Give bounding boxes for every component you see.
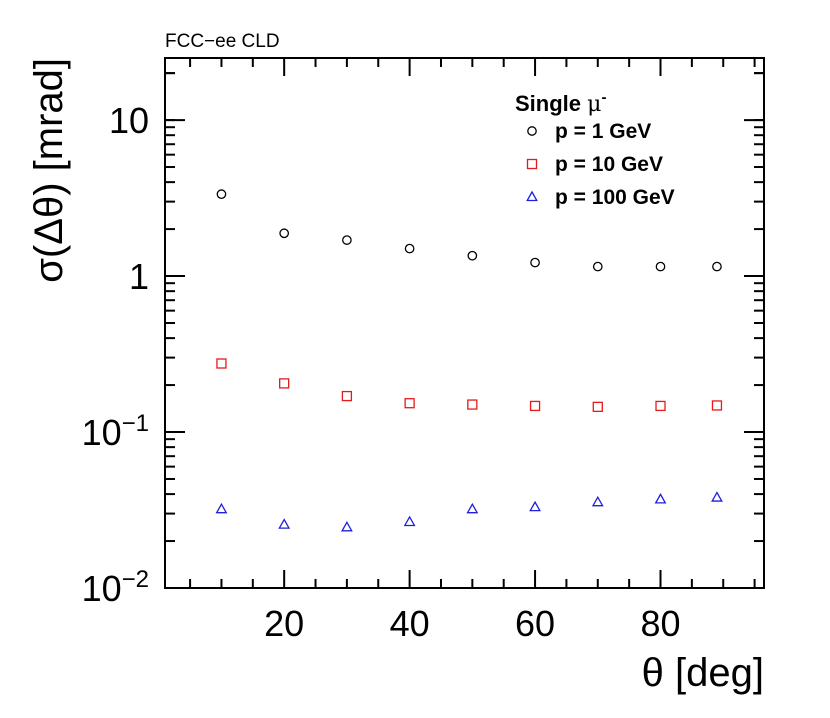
legend-marker-circle xyxy=(527,126,537,136)
legend-entry-label: p = 1 GeV xyxy=(555,120,651,143)
legend-entry-label: p = 100 GeV xyxy=(555,186,675,209)
data-point-square xyxy=(529,400,541,412)
y-tick-label: 1 xyxy=(129,256,149,297)
y-tick-label-exponent: −1 xyxy=(122,410,149,437)
data-point-triangle xyxy=(278,518,291,529)
legend-title: Single μ- xyxy=(515,89,606,117)
y-tick-label-base: 1 xyxy=(129,256,149,297)
data-point-triangle xyxy=(529,500,541,512)
legend: Single μ- p = 1 GeV p = 10 GeV p = 100 GeV xyxy=(515,89,675,209)
x-tick-label: 60 xyxy=(515,603,555,644)
data-point-square xyxy=(341,390,353,402)
data-point-square xyxy=(711,400,723,411)
legend-title-text: Single xyxy=(515,91,587,116)
axis-ticks xyxy=(165,58,764,589)
data-point-triangle xyxy=(466,502,479,514)
data-markers xyxy=(215,189,723,532)
data-point-square xyxy=(655,400,666,412)
x-axis-title: θ [deg] xyxy=(642,651,764,695)
x-tick-label: 40 xyxy=(390,603,430,644)
x-tick-label: 80 xyxy=(640,603,680,644)
x-tick-label: 20 xyxy=(264,603,304,644)
y-tick-label: 10−2 xyxy=(82,566,149,609)
data-point-square xyxy=(216,358,227,369)
y-axis-title: σ(Δθ) [mrad] xyxy=(27,58,71,283)
y-tick-label-exponent: −2 xyxy=(122,566,149,593)
y-tick-label: 10 xyxy=(109,100,149,141)
legend-title-charge: - xyxy=(601,89,606,106)
data-point-square xyxy=(279,378,290,389)
legend-marker-square xyxy=(526,158,538,170)
data-point-square xyxy=(467,399,478,410)
y-tick-label-base: 10 xyxy=(82,412,122,453)
data-point-circle xyxy=(216,189,227,200)
data-point-circle xyxy=(712,261,722,272)
data-point-triangle xyxy=(654,493,667,504)
y-tick-label-base: 10 xyxy=(82,568,122,609)
legend-marker-triangle xyxy=(526,190,538,202)
data-point-circle xyxy=(592,261,603,272)
data-point-triangle xyxy=(591,495,604,507)
data-point-circle xyxy=(342,235,352,245)
data-point-triangle xyxy=(215,502,228,514)
data-point-triangle xyxy=(403,515,416,527)
y-tick-label: 10−1 xyxy=(82,410,149,453)
plot-frame xyxy=(164,57,765,589)
data-point-circle xyxy=(404,243,415,254)
data-point-square xyxy=(404,398,415,409)
y-tick-label-base: 10 xyxy=(109,100,149,141)
legend-entry-label: p = 10 GeV xyxy=(555,153,663,176)
data-point-triangle xyxy=(711,491,723,502)
legend-title-particle: μ xyxy=(587,92,601,117)
data-point-circle xyxy=(530,257,540,268)
data-point-circle xyxy=(279,228,290,239)
data-point-circle xyxy=(467,250,478,261)
data-point-circle xyxy=(655,261,666,272)
experiment-label: FCC−ee CLD xyxy=(165,31,280,52)
data-point-square xyxy=(592,401,603,413)
data-point-triangle xyxy=(340,520,353,532)
